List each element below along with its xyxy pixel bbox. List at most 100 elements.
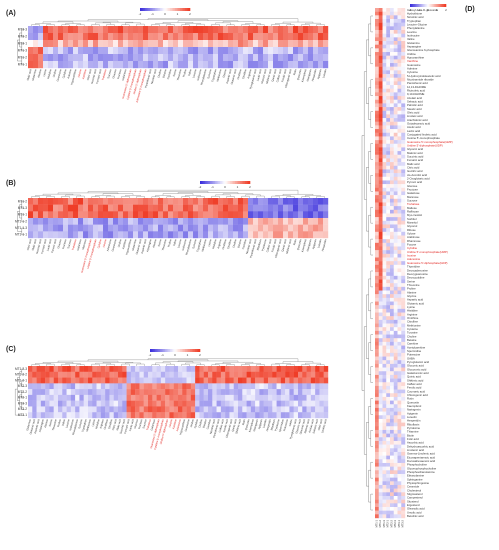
heat-b-cell <box>173 224 179 232</box>
heat-b-cell <box>273 211 279 219</box>
legend-d-swatch <box>431 4 434 7</box>
heat-d-cell <box>378 345 383 350</box>
heat-a-col-label: Shikimic acid <box>265 68 273 84</box>
heat-d-cell <box>397 96 402 100</box>
heat-c-cell <box>83 406 89 413</box>
heat-c-cell <box>212 389 217 396</box>
heat-d-row-label: Ricinoleic acid <box>407 88 425 92</box>
heat-c-cell <box>70 377 76 384</box>
heat-b-cell <box>248 231 254 239</box>
heat-d-cell <box>393 371 398 376</box>
heat-b-cell <box>318 224 324 232</box>
heat-c-cell <box>246 389 252 396</box>
heat-b-cell <box>223 211 229 219</box>
heat-d-cell <box>378 242 383 247</box>
heat-b-cell <box>73 218 79 225</box>
heat-a-col-label: Lactic acid <box>255 68 262 81</box>
dendro-a-branch <box>155 23 171 25</box>
heat-b-col-label: Pyruvic acid <box>50 238 58 253</box>
heat-c-cell <box>323 366 329 372</box>
heat-b-cell <box>218 224 224 232</box>
heat-d-cell <box>401 59 406 64</box>
heat-a-cell <box>33 26 39 34</box>
heat-c-cell <box>45 406 50 413</box>
heat-c-cell <box>152 383 157 390</box>
heat-b-cell <box>173 204 179 212</box>
heat-c-cell <box>143 394 149 401</box>
legend-d-tick: -2 <box>409 8 412 12</box>
heat-c-cell <box>178 394 183 401</box>
heat-c-cell <box>186 371 192 378</box>
heat-c-cell <box>45 383 50 390</box>
heat-c-cell <box>58 389 63 396</box>
heat-a-cell <box>53 61 59 69</box>
heat-d-cell <box>375 151 379 155</box>
heat-b-cell <box>178 231 184 239</box>
dendro-d-rows-branch <box>370 238 373 256</box>
heat-d-cell <box>375 261 379 266</box>
heat-a-cell <box>223 33 229 41</box>
heat-c-cell <box>182 383 187 390</box>
heat-d-cell <box>382 488 387 493</box>
heat-d-cell <box>375 213 379 218</box>
legend-a-swatch <box>185 8 187 11</box>
heat-b-cell <box>213 204 219 212</box>
heat-c-cell <box>135 412 140 419</box>
dendro-c-branch <box>316 364 325 366</box>
heat-c-cell <box>109 366 114 372</box>
heat-d-cell <box>386 250 391 255</box>
heat-c-cell <box>122 366 127 372</box>
heat-a-cell <box>63 47 69 55</box>
heat-b-col-label: Ferulic acid <box>270 238 277 252</box>
heat-d-cell <box>386 418 391 423</box>
heat-b-cell <box>308 198 314 205</box>
heat-d-cell <box>393 345 398 350</box>
heat-d-cell <box>378 228 383 233</box>
heat-b-cell <box>278 218 284 225</box>
heat-d-cell <box>397 305 402 310</box>
legend-b-swatch <box>226 181 229 184</box>
heat-a-cell <box>208 33 214 41</box>
heat-d-cell <box>397 470 402 475</box>
legend-b-swatch <box>210 181 212 184</box>
heat-c-cell <box>212 412 217 419</box>
dendro-d-rows-branch <box>370 15 373 33</box>
heat-d-cell <box>386 352 391 357</box>
legend-a-swatch <box>186 8 189 11</box>
heat-c-cell <box>298 377 303 384</box>
heat-c-col-label: Hesperidin <box>265 418 272 432</box>
heat-d-cell <box>397 371 402 376</box>
heat-d-cell <box>378 356 383 361</box>
heat-d-cell <box>386 96 391 100</box>
heat-b-cell <box>73 204 79 212</box>
heat-d-cell <box>390 418 394 423</box>
heat-b-col-label: Rutin <box>292 238 298 245</box>
heat-d-cell <box>401 283 406 288</box>
heat-d-row-label: Uridine <box>407 52 416 56</box>
heat-d-cell <box>401 103 406 108</box>
dendro-a-branch <box>177 20 239 23</box>
heat-d-cell <box>386 129 391 133</box>
heat-b-cell <box>148 204 154 212</box>
heat-c-col-label: Riboflavin <box>269 418 276 431</box>
heat-b-cell <box>298 211 304 219</box>
heat-c-cell <box>160 412 166 419</box>
heat-c-col-label: Pyroglutamic acid <box>289 418 298 439</box>
heat-d-cell <box>393 275 398 280</box>
heat-d-cell <box>382 462 387 467</box>
heat-d-cell <box>397 327 402 332</box>
heat-c-cell <box>289 406 294 413</box>
heat-d-cell <box>375 70 379 75</box>
heat-c-cell <box>79 371 84 378</box>
heat-d-cell <box>375 400 379 405</box>
heat-b-cell <box>63 231 69 239</box>
heat-d-col-label: MT2-3 <box>393 519 397 527</box>
heat-c-cell <box>289 412 294 419</box>
heat-d-cell <box>378 279 383 284</box>
heat-b-cell <box>48 211 54 219</box>
heat-d-cell <box>401 125 406 130</box>
heat-b-cell <box>38 211 44 219</box>
heat-b-cell <box>58 198 64 205</box>
heat-b-cell <box>233 218 239 225</box>
heat-a-cell <box>108 61 114 69</box>
